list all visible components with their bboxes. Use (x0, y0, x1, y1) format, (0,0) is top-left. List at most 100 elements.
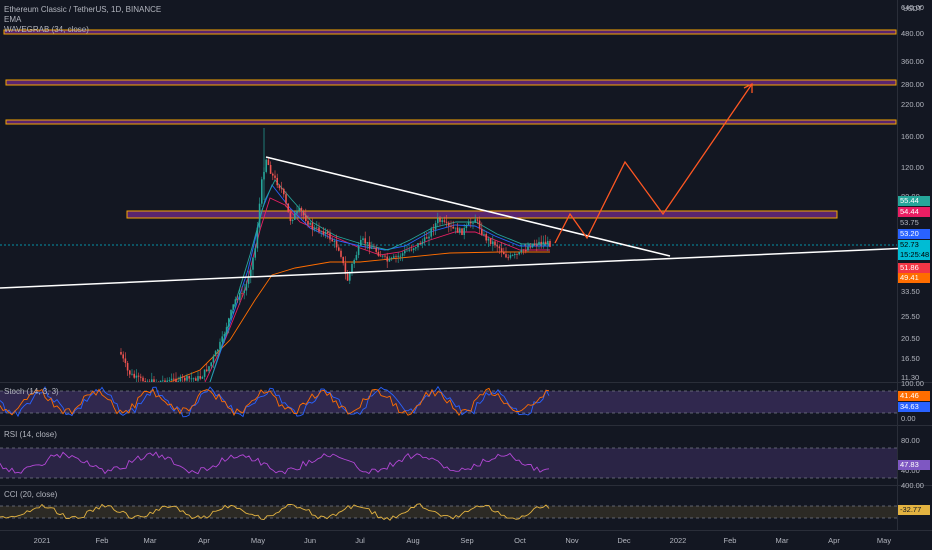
candle-body (179, 376, 182, 382)
symbol-title[interactable]: Ethereum Classic / TetherUS, 1D, BINANCE (4, 5, 162, 14)
candle-body (533, 244, 536, 246)
candle-body (153, 379, 155, 382)
candle-body (219, 341, 221, 350)
candle-body (212, 356, 215, 363)
candle-body (437, 218, 439, 224)
candle-body (236, 299, 239, 301)
candle-body (375, 248, 377, 252)
candle-body (184, 377, 186, 381)
stoch-title[interactable]: Stoch (14, 3, 3) (4, 387, 59, 396)
price-tick-label: 160.00 (901, 132, 924, 141)
candle-body (456, 227, 459, 233)
candle-body (199, 376, 201, 379)
candle-body (146, 381, 149, 382)
candle-body (514, 253, 516, 256)
candle-body (397, 255, 399, 257)
time-tick-label: Sep (460, 536, 474, 545)
time-tick-label: 2022 (669, 536, 687, 545)
candle-body (188, 376, 190, 379)
zone-285[interactable] (5, 79, 897, 86)
candle-body (289, 212, 292, 222)
candle-body (285, 194, 287, 204)
candle-body (368, 242, 371, 249)
candle-body (122, 354, 124, 359)
ema-legend[interactable]: EMA (4, 15, 22, 24)
wave-line-red (204, 197, 550, 382)
candle-body (432, 228, 435, 230)
candle-body (338, 247, 340, 251)
candle-body (324, 231, 327, 235)
candle-body (494, 241, 496, 246)
candle-body (223, 334, 226, 337)
candle-body (459, 228, 461, 233)
candle-body (126, 362, 129, 371)
candle-body (483, 234, 485, 235)
time-tick-label: Dec (617, 536, 631, 545)
candle-body (151, 379, 153, 382)
zone-55[interactable] (126, 210, 838, 219)
candle-body (421, 241, 424, 245)
candle-body (131, 373, 133, 375)
time-tick-label: Apr (198, 536, 210, 545)
candle-body (322, 231, 325, 235)
price-tick-label: 33.50 (901, 287, 920, 296)
candle-body (525, 250, 527, 252)
candle-body (269, 164, 272, 174)
time-tick-label: Apr (828, 536, 840, 545)
candle-body (415, 247, 417, 249)
candle-body (373, 247, 375, 249)
candle-body (547, 241, 549, 245)
candle-body (335, 241, 338, 248)
candle-body (452, 226, 454, 229)
support-trendline[interactable] (0, 247, 911, 289)
candle-body (540, 241, 542, 244)
candle-body (417, 243, 419, 248)
wavegrab-legend[interactable]: WAVEGRAB (34, close) (4, 25, 89, 34)
candle-body (426, 237, 428, 239)
time-tick-label: Feb (723, 536, 737, 545)
price-badge: 51.86 (898, 263, 930, 273)
candle-body (371, 247, 373, 249)
price-tick-label: 16.50 (901, 354, 920, 363)
time-tick-label: Feb (95, 536, 109, 545)
candle-body (243, 290, 245, 293)
candlestick-series[interactable] (120, 128, 551, 389)
candle-body (201, 376, 204, 379)
candle-body (203, 369, 206, 377)
zone-480[interactable] (3, 29, 897, 35)
horizontal-zones[interactable] (3, 29, 897, 219)
projection-path[interactable] (554, 83, 753, 244)
candle-body (135, 375, 138, 378)
rsi-title[interactable]: RSI (14, close) (4, 430, 57, 439)
candle-body (481, 228, 483, 235)
candle-body (190, 378, 193, 380)
candle-body (129, 370, 131, 375)
candle-body (276, 177, 278, 186)
candle-body (472, 222, 474, 224)
candle-body (320, 231, 322, 233)
candle-body (208, 366, 210, 372)
candle-body (309, 222, 311, 225)
candle-body (162, 380, 164, 382)
candle-body (225, 327, 228, 335)
candle-body (393, 256, 395, 258)
candle-body (489, 238, 492, 244)
candle-body (272, 173, 274, 176)
stoch-d-value: 41.46 (898, 391, 930, 401)
candle-body (450, 225, 452, 227)
cci-value: -32.77 (898, 505, 930, 515)
cci-title[interactable]: CCI (20, close) (4, 490, 58, 499)
candle-body (390, 257, 393, 259)
zone-190[interactable] (5, 119, 897, 125)
candle-body (228, 318, 230, 328)
candle-body (329, 233, 331, 240)
candle-body (441, 220, 443, 222)
candle-body (536, 244, 538, 246)
resistance-trendline[interactable] (265, 156, 671, 257)
cci-line (0, 503, 550, 521)
candle-body (505, 254, 507, 258)
time-tick-label: Jul (355, 536, 365, 545)
candle-body (313, 227, 316, 230)
candle-body (503, 251, 505, 255)
